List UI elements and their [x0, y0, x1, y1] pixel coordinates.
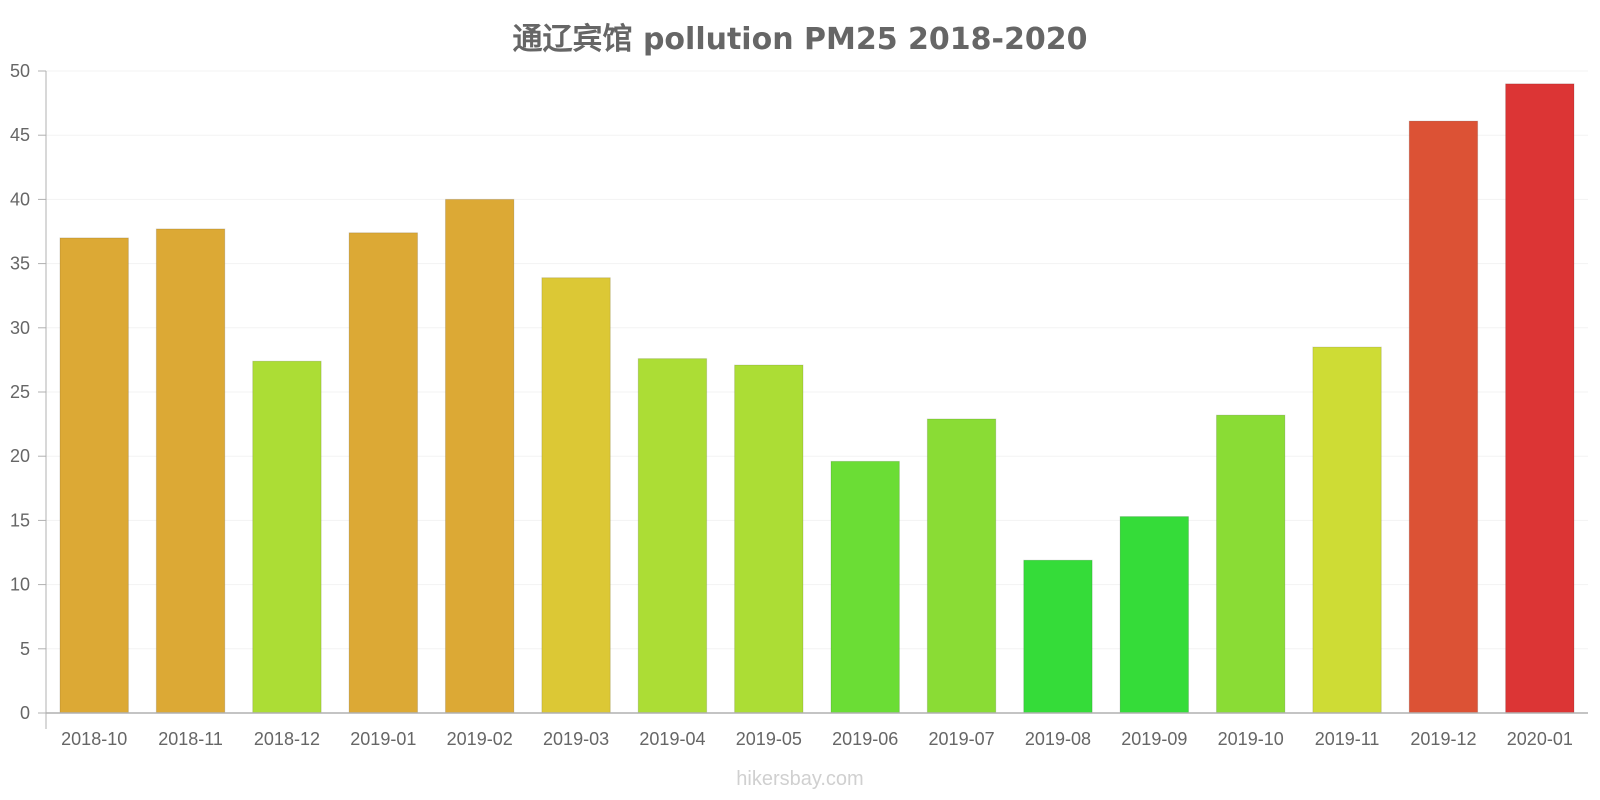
- bar-2019-09: [1119, 516, 1190, 714]
- x-tick-label: 2019-10: [1218, 729, 1284, 749]
- x-tick-label: 2019-06: [832, 729, 898, 749]
- bar-2019-12: [1408, 120, 1479, 714]
- y-tick-label: 45: [10, 125, 30, 145]
- bar-2019-10: [1215, 414, 1286, 714]
- bar-2019-05: [734, 364, 804, 714]
- bar-2018-12: [252, 360, 322, 714]
- bar-2018-11: [155, 228, 226, 714]
- x-tick-label: 2019-12: [1410, 729, 1476, 749]
- x-tick-label: 2020-01: [1507, 729, 1573, 749]
- x-tick-label: 2019-01: [350, 729, 416, 749]
- bars: [59, 83, 1575, 714]
- y-tick-label: 15: [10, 510, 30, 530]
- x-tick-label: 2019-07: [929, 729, 995, 749]
- bar-2019-02: [444, 198, 515, 714]
- y-tick-label: 40: [10, 189, 30, 209]
- bar-2018-10: [59, 237, 129, 714]
- x-tick-label: 2018-12: [254, 729, 320, 749]
- watermark: hikersbay.com: [736, 768, 864, 790]
- y-tick-label: 25: [10, 382, 30, 402]
- bar-2019-03: [541, 277, 611, 714]
- bar-2019-06: [830, 460, 900, 714]
- y-tick-label: 20: [10, 446, 30, 466]
- axes: [38, 70, 1588, 729]
- bar-2019-08: [1023, 559, 1093, 714]
- bar-2019-11: [1312, 346, 1382, 714]
- y-tick-label: 0: [20, 703, 30, 723]
- bar-2019-01: [348, 232, 419, 714]
- y-tick-label: 10: [10, 575, 30, 595]
- bar-2019-04: [637, 358, 708, 714]
- y-tick-label: 30: [10, 318, 30, 338]
- x-tick-label: 2019-05: [736, 729, 802, 749]
- x-tick-label: 2019-09: [1121, 729, 1187, 749]
- x-tick-label: 2019-03: [543, 729, 609, 749]
- y-tick-label: 35: [10, 254, 30, 274]
- chart-title: 通辽宾馆 pollution PM25 2018-2020: [512, 22, 1088, 57]
- y-tick-label: 50: [10, 61, 30, 81]
- x-tick-label: 2019-02: [447, 729, 513, 749]
- bar-2020-01: [1505, 83, 1575, 714]
- x-tick-label: 2018-10: [61, 729, 127, 749]
- bar-2019-07: [926, 418, 997, 714]
- x-tick-label: 2019-11: [1315, 729, 1380, 749]
- x-tick-label: 2019-08: [1025, 729, 1091, 749]
- x-tick-label: 2019-04: [639, 729, 705, 749]
- y-tick-label: 5: [20, 639, 30, 659]
- tick-labels: 0 5 10 15 20 25 30 35 40 45 50 2018-10 2018-11 2018-1…: [10, 61, 1573, 749]
- x-tick-label: 2018-11: [158, 729, 223, 749]
